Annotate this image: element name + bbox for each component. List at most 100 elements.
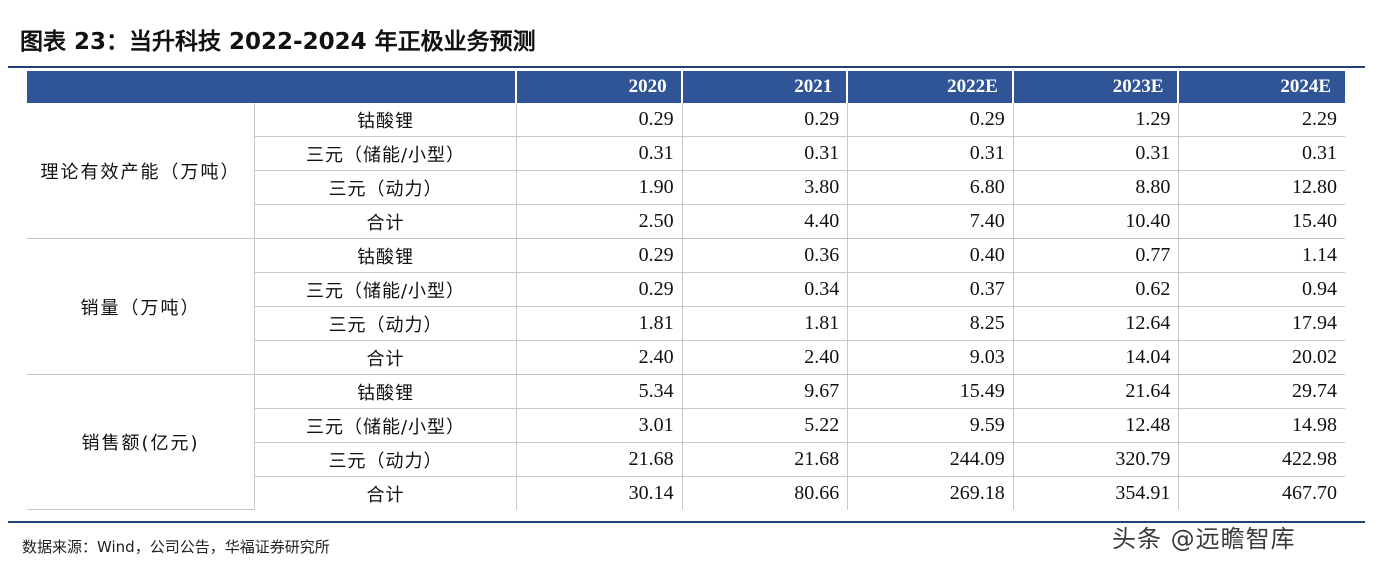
value-cell: 21.68 — [517, 443, 683, 477]
table-row: 理论有效产能（万吨） 钴酸锂 0.29 0.29 0.29 1.29 2.29 — [27, 103, 1345, 239]
header-year: 2022E — [848, 71, 1014, 103]
header-year: 2023E — [1013, 71, 1180, 103]
source-note: 数据来源：Wind，公司公告，华福证券研究所 — [22, 538, 330, 556]
value-cell: 80.66 — [683, 477, 849, 510]
table-row: 三元（动力） 1.90 3.80 6.80 8.80 12.80 — [27, 171, 1345, 205]
value-cell: 1.90 — [517, 171, 683, 205]
value-cell: 7.40 — [848, 205, 1014, 239]
value-cell: 0.31 — [682, 137, 849, 171]
value-cell: 21.68 — [682, 443, 849, 477]
value-cell: 17.94 — [1179, 307, 1345, 341]
table-row: 三元（储能/小型） 0.31 0.31 0.31 0.31 0.31 — [27, 137, 1345, 171]
value-cell: 0.31 — [1013, 137, 1180, 171]
value-cell: 2.40 — [517, 341, 683, 375]
value-cell: 30.14 — [517, 477, 683, 510]
value-cell: 5.22 — [682, 409, 849, 443]
item-label: 合计 — [255, 341, 517, 375]
bottom-rule — [8, 521, 1365, 523]
value-cell: 0.40 — [848, 239, 1014, 273]
item-label: 钴酸锂 — [255, 239, 517, 273]
value-cell: 21.64 — [1013, 375, 1180, 409]
value-cell: 10.40 — [1013, 205, 1180, 239]
header-blank — [27, 71, 517, 103]
table-row: 三元（储能/小型） 0.29 0.34 0.37 0.62 0.94 — [27, 273, 1345, 307]
metric-label: 销售额(亿元) — [27, 375, 255, 510]
value-cell: 0.31 — [848, 137, 1014, 171]
table-body: 理论有效产能（万吨） 钴酸锂 0.29 0.29 0.29 1.29 2.29 三元（储能/小… — [27, 103, 1345, 510]
value-cell: 0.29 — [848, 103, 1014, 137]
value-cell: 467.70 — [1282, 482, 1337, 504]
item-label: 合计 — [255, 205, 517, 239]
value-cell: 20.02 — [1179, 341, 1345, 375]
value-cell: 320.79 — [1013, 443, 1180, 477]
value-cell: 1.81 — [682, 307, 849, 341]
value-cell: 0.29 — [682, 103, 849, 137]
value-cell: 0.29 — [517, 273, 683, 307]
value-cell: 2.50 — [517, 205, 683, 239]
table-row: 合计 30.14 80.66 269.18 354.91 467.70 — [27, 477, 1345, 510]
value-cell: 0.37 — [848, 273, 1014, 307]
table-row: 三元（动力） 21.68 21.68 244.09 320.79 422.98 — [27, 443, 1345, 477]
top-rule — [8, 66, 1365, 68]
value-cell: 0.29 — [517, 239, 683, 273]
header-row: 2020 2021 2022E 2023E 2024E — [27, 71, 1345, 103]
value-cell: 354.91 — [1014, 477, 1180, 510]
item-label: 钴酸锂 — [255, 375, 517, 409]
value-cell: 14.98 — [1179, 409, 1345, 443]
metric-label: 销量（万吨） — [27, 239, 255, 375]
value-cell: 9.03 — [848, 341, 1014, 375]
value-cell: 12.80 — [1179, 171, 1345, 205]
value-cell: 15.49 — [848, 375, 1014, 409]
value-cell: 2.40 — [682, 341, 849, 375]
value-cell: 8.25 — [848, 307, 1014, 341]
table-row: 合计 2.50 4.40 7.40 10.40 15.40 — [27, 205, 1345, 239]
value-cell: 14.04 — [1013, 341, 1180, 375]
item-label: 合计 — [255, 477, 517, 510]
item-label: 三元（动力） — [255, 171, 517, 205]
value-cell: 0.34 — [682, 273, 849, 307]
table-row: 三元（储能/小型） 3.01 5.22 9.59 12.48 14.98 — [27, 409, 1345, 443]
value-cell: 0.31 — [1179, 137, 1345, 171]
value-cell: 15.40 — [1179, 205, 1345, 239]
value-cell: 0.29 — [517, 103, 683, 137]
value-cell: 2.29 — [1179, 103, 1345, 137]
table-row: 三元（动力） 1.81 1.81 8.25 12.64 17.94 — [27, 307, 1345, 341]
value-cell: 29.74 — [1179, 375, 1345, 409]
item-label: 三元（储能/小型） — [255, 409, 517, 443]
value-cell: 0.77 — [1013, 239, 1180, 273]
header-year: 2024E — [1179, 71, 1345, 103]
value-cell: 0.36 — [682, 239, 849, 273]
value-cell: 0.62 — [1013, 273, 1180, 307]
table-row: 销量（万吨） 钴酸锂 0.29 0.36 0.40 0.77 1.14 — [27, 239, 1345, 375]
value-cell: 0.31 — [517, 137, 683, 171]
value-cell: 3.80 — [682, 171, 849, 205]
table-row: 合计 2.40 2.40 9.03 14.04 20.02 — [27, 341, 1345, 375]
value-cell: 1.29 — [1013, 103, 1180, 137]
watermark-text: 头条 @远瞻智库 — [1112, 525, 1296, 553]
table-row: 销售额(亿元) 钴酸锂 5.34 9.67 15.49 21.64 29.74 — [27, 375, 1345, 510]
value-cell: 9.67 — [682, 375, 849, 409]
page-title: 图表 23：当升科技 2022-2024 年正极业务预测 — [20, 29, 536, 55]
header-year: 2020 — [517, 71, 683, 103]
value-cell: 1.14 — [1179, 239, 1345, 273]
value-cell: 1.81 — [517, 307, 683, 341]
value-cell: 0.94 — [1179, 273, 1345, 307]
value-cell: 4.40 — [682, 205, 849, 239]
metric-label: 理论有效产能（万吨） — [27, 103, 255, 239]
value-cell: 269.18 — [848, 477, 1014, 510]
forecast-table: 2020 2021 2022E 2023E 2024E 理论有效产能（万吨） 钴酸… — [27, 71, 1345, 510]
value-cell: 3.01 — [517, 409, 683, 443]
value-cell: 5.34 — [517, 375, 683, 409]
value-cell: 12.64 — [1013, 307, 1180, 341]
value-cell: 8.80 — [1013, 171, 1180, 205]
value-cell: 244.09 — [848, 443, 1014, 477]
header-year: 2021 — [682, 71, 849, 103]
item-label: 钴酸锂 — [255, 103, 517, 137]
value-cell: 6.80 — [848, 171, 1014, 205]
item-label: 三元（动力） — [255, 307, 517, 341]
value-cell: 422.98 — [1179, 443, 1345, 477]
item-label: 三元（储能/小型） — [255, 137, 517, 171]
value-cell: 12.48 — [1013, 409, 1180, 443]
item-label: 三元（储能/小型） — [255, 273, 517, 307]
item-label: 三元（动力） — [255, 443, 517, 477]
